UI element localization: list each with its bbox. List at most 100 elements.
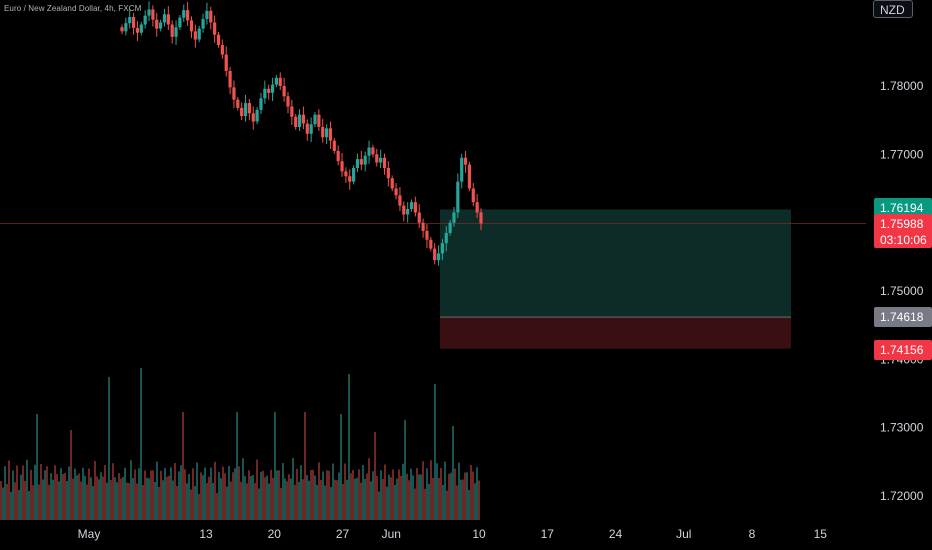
volume-bar (460, 479, 462, 520)
candle-body (263, 88, 267, 99)
volume-bar (254, 483, 256, 520)
volume-bar (132, 478, 134, 520)
volume-bar (22, 465, 24, 520)
volume-bar (192, 468, 194, 520)
volume-bar (62, 474, 64, 520)
y-tick-label: 1.75000 (880, 284, 924, 298)
volume-bar (434, 384, 436, 520)
volume-bar (34, 464, 36, 520)
volume-bar (258, 488, 260, 520)
candle-body (413, 202, 417, 213)
volume-bar (36, 414, 38, 520)
x-tick-label: 13 (199, 527, 213, 541)
volume-bar (40, 464, 42, 520)
candle-body (363, 155, 367, 165)
volume-bar (54, 465, 56, 520)
volume-bar (392, 469, 394, 520)
candle-body (193, 31, 197, 40)
volume-bar (314, 475, 316, 520)
volume-bar (260, 471, 262, 520)
volume-bar (154, 482, 156, 520)
volume-bar (374, 432, 376, 520)
volume-bar (168, 475, 170, 520)
candle-body (425, 230, 429, 240)
candle-body (444, 232, 448, 244)
volume-bar (16, 465, 18, 520)
candle-body (332, 140, 336, 151)
volume-bar (400, 476, 402, 520)
volume-bar (378, 491, 380, 520)
volume-bar (126, 482, 128, 520)
volume-bar (134, 469, 136, 520)
volume-bar (50, 473, 52, 520)
volume-bar (82, 467, 84, 520)
candle-body (456, 181, 460, 213)
currency-button[interactable]: NZD (873, 0, 913, 18)
candle-body (197, 28, 201, 40)
x-tick-label: May (78, 527, 101, 541)
candle-body (178, 17, 182, 28)
volume-bar (438, 478, 440, 520)
candle-body (417, 212, 421, 223)
volume-bar (26, 459, 28, 520)
volume-bar (56, 474, 58, 520)
candle-body (436, 253, 441, 261)
price-label-box (874, 214, 932, 248)
candle-body (479, 212, 483, 224)
volume-bar (196, 462, 198, 520)
candle-body (274, 77, 279, 85)
candle-body (124, 23, 128, 32)
volume-bar (406, 473, 408, 520)
volume-bar (232, 472, 234, 520)
volume-bar (282, 463, 284, 520)
volume-bar (44, 470, 46, 520)
volume-bar (94, 461, 96, 520)
x-tick-label: Jul (676, 527, 691, 541)
volume-bar (464, 472, 466, 520)
volume-bar (262, 470, 264, 520)
candle-body (135, 27, 140, 33)
candle-body (471, 188, 475, 203)
volume-bar (144, 470, 146, 520)
volume-bar (2, 487, 4, 520)
candle-body (213, 22, 217, 35)
candle-body (328, 128, 333, 141)
volume-bar (324, 485, 326, 520)
candle-body (463, 157, 468, 165)
profit-zone (440, 209, 791, 318)
volume-bar (216, 493, 218, 520)
y-tick-label: 1.77000 (880, 147, 924, 161)
volume-bar (358, 469, 360, 520)
candle-body (448, 222, 452, 233)
volume-bar (58, 481, 60, 520)
volume-bar (166, 476, 168, 520)
loss-zone (440, 317, 791, 349)
volume-bar (104, 465, 106, 520)
candle-body (159, 22, 163, 29)
volume-bar (164, 468, 166, 520)
volume-bar (190, 489, 192, 520)
volume-bar (318, 462, 320, 520)
candle-body (467, 164, 472, 189)
volume-bar (316, 485, 318, 520)
volume-bar (356, 477, 358, 520)
candle-body (301, 114, 306, 124)
volume-bar (72, 478, 74, 520)
volume-bar (114, 477, 116, 520)
volume-bar (366, 473, 368, 520)
volume-bar (214, 461, 216, 520)
volume-bar (206, 483, 208, 520)
volume-bar (218, 471, 220, 520)
x-tick-label: 20 (268, 527, 282, 541)
volume-bar (142, 485, 144, 520)
candle-body (255, 109, 259, 122)
volume-bar (162, 480, 164, 520)
volume-bar (248, 470, 250, 520)
volume-bar (364, 479, 366, 520)
volume-bar (250, 476, 252, 520)
candle-body (390, 178, 394, 189)
volume-bar (60, 468, 62, 520)
volume-bar (304, 412, 306, 520)
volume-bar (330, 487, 332, 520)
